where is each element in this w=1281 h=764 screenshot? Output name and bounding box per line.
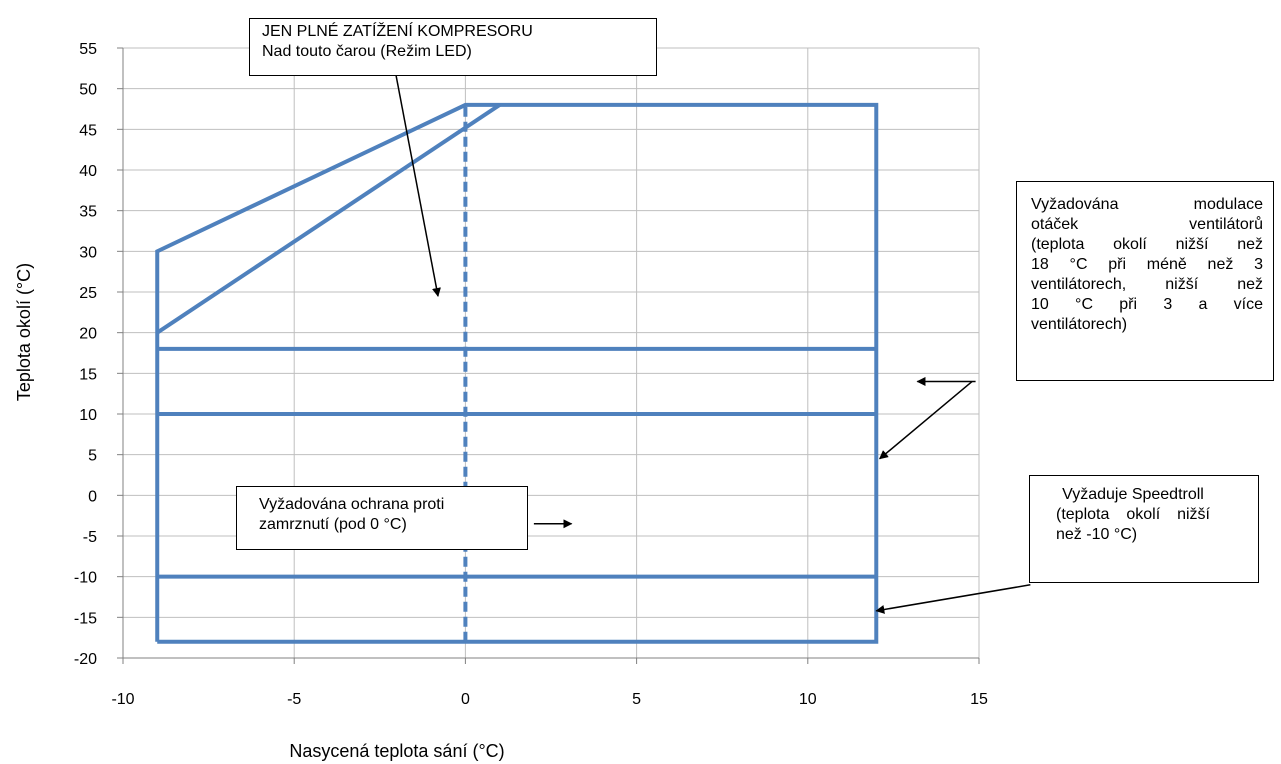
y-tick-label: 5	[88, 448, 97, 465]
x-ticks: -10 -5 0 5 10 15	[111, 691, 988, 708]
y-tick-label: -10	[74, 570, 97, 587]
y-tick-label: -20	[74, 651, 97, 668]
y-tick-label: 40	[79, 163, 97, 180]
note-fan-line: ventilátorech)	[1031, 316, 1128, 333]
note-antifreeze-line: Vyžadována ochrana proti	[259, 496, 445, 513]
annotation-arrow-fans	[879, 380, 973, 460]
annotation-arrow-compressor	[389, 43, 441, 297]
grid	[122, 47, 980, 659]
note-compressor: JEN PLNÉ ZATÍŽENÍ KOMPRESORU Nad touto č…	[249, 18, 657, 76]
series-line	[155, 102, 879, 644]
y-tick-label: 20	[79, 326, 97, 343]
x-axis-label: Nasycená teplota sání (°C)	[289, 741, 504, 761]
y-tick-label: 15	[79, 366, 97, 383]
x-tick-label: 15	[970, 691, 988, 708]
note-fan-line: Vyžadována modulace	[1031, 196, 1263, 213]
note-fan-line: (teplota okolí nižší než	[1031, 236, 1263, 253]
note-fan-line: 18 °C při méně než 3	[1031, 256, 1263, 273]
annotation-arrows	[389, 43, 1031, 614]
y-tick-label: 45	[79, 122, 97, 139]
x-tick-label: -5	[287, 691, 301, 708]
series-lines	[155, 102, 879, 644]
note-speedtroll-line: Vyžaduje Speedtroll	[1062, 486, 1204, 503]
note-compressor-line: Nad touto čarou (Režim LED)	[262, 43, 472, 60]
y-tick-label: 35	[79, 204, 97, 221]
note-speedtroll: Vyžaduje Speedtroll (teplota okolí nižší…	[1029, 475, 1259, 583]
note-fan-line: otáček ventilátorů	[1031, 216, 1263, 233]
note-speedtroll-line: (teplota okolí nižší	[1056, 506, 1210, 523]
y-tick-label: -15	[74, 610, 97, 627]
note-fan-line: ventilátorech, nižší než	[1031, 276, 1263, 293]
note-antifreeze-line: zamrznutí (pod 0 °C)	[259, 516, 407, 533]
x-tick-label: 5	[632, 691, 641, 708]
annotation-arrow-speedtroll	[875, 584, 1031, 614]
x-tick-label: 0	[461, 691, 470, 708]
y-tick-label: 25	[79, 285, 97, 302]
note-speedtroll-line: než -10 °C)	[1056, 526, 1138, 543]
series-line	[156, 103, 501, 335]
x-tick-label: -10	[111, 691, 134, 708]
note-fan-line: 10 °C při 3 a více	[1031, 296, 1263, 313]
y-tick-label: -5	[83, 529, 97, 546]
y-tick-label: 50	[79, 82, 97, 99]
y-tick-label: 10	[79, 407, 97, 424]
x-tick-label: 10	[799, 691, 817, 708]
y-tick-label: 30	[79, 244, 97, 261]
y-tick-label: 55	[79, 41, 97, 58]
plot-axes	[117, 47, 980, 664]
note-fan-modulation: Vyžadována modulace otáček ventilátorů (…	[1016, 181, 1274, 381]
y-axis-label: Teplota okolí (°C)	[14, 263, 34, 401]
note-compressor-line: JEN PLNÉ ZATÍŽENÍ KOMPRESORU	[262, 23, 533, 40]
note-antifreeze: Vyžadována ochrana proti zamrznutí (pod …	[236, 486, 528, 550]
y-tick-label: 0	[88, 488, 97, 505]
